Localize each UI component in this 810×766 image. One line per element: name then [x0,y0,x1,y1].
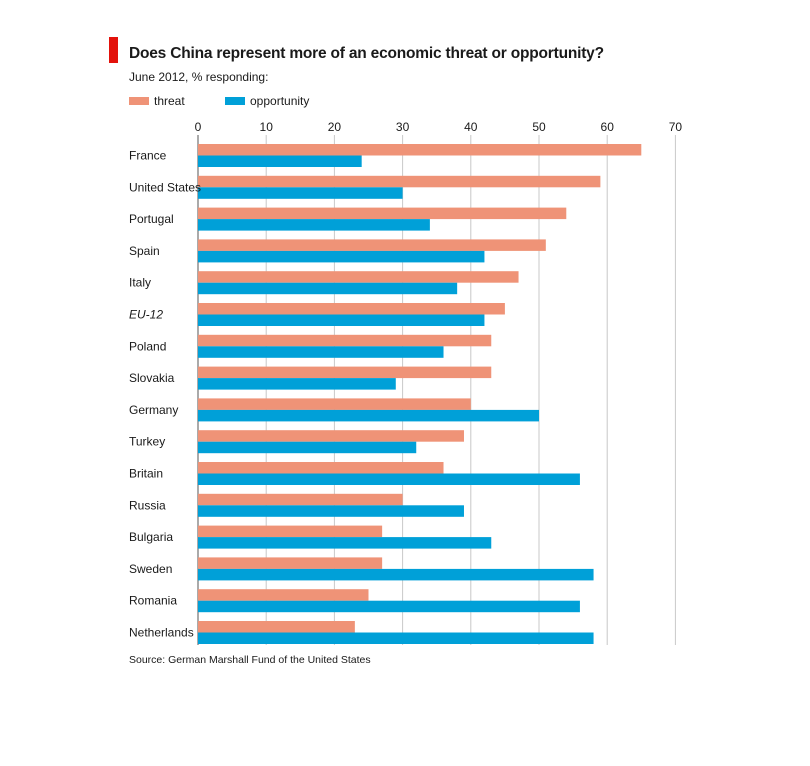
bar-threat [198,462,444,474]
bar-threat [198,589,369,601]
bar-opportunity [198,250,485,263]
bar-threat [198,334,492,347]
legend-item-threat: threat [129,94,185,108]
category-label: EU-12 [129,308,163,322]
x-tick-label: 50 [532,120,546,134]
x-tick-label: 30 [396,120,410,134]
bar-opportunity [198,441,417,454]
x-tick-label: 10 [260,120,274,134]
category-label: Britain [129,467,163,481]
bar-opportunity [198,346,444,358]
bar-opportunity [198,282,458,295]
bar-opportunity [198,378,396,390]
bar-threat [198,557,383,569]
legend-swatch-opportunity [225,97,245,105]
category-label: United States [129,180,201,194]
x-tick-label: 70 [669,120,683,134]
x-axis-ticks: 0 10 20 30 40 50 60 70 [195,120,683,134]
bar-threat [198,366,492,379]
category-label: Romania [129,594,177,608]
legend-swatch-threat [129,97,149,105]
bar-opportunity [198,314,485,326]
category-label: Slovakia [129,371,175,385]
category-labels: France United States Portugal Spain Italy EU-… [129,149,201,640]
bar-threat [198,144,642,156]
bar-opportunity [198,409,539,422]
source-note: Source: German Marshall Fund of the Unit… [129,654,371,666]
bar-threat [198,621,355,633]
bar-opportunity [198,568,594,581]
category-label: Turkey [129,435,165,449]
bar-threat [198,207,567,220]
bar-threat [198,303,505,315]
bar-threat [198,398,471,410]
x-tick-label: 20 [328,120,342,134]
legend-item-opportunity: opportunity [225,94,309,108]
bar-opportunity [198,219,430,231]
category-label: Italy [129,276,151,290]
x-tick-label: 40 [464,120,478,134]
x-tick-label: 60 [601,120,615,134]
bar-opportunity [198,187,403,199]
bar-opportunity [198,600,580,613]
category-label: Portugal [129,212,174,226]
bar-opportunity [198,537,492,549]
category-label: Germany [129,403,178,417]
bar-threat [198,525,383,538]
bar-threat [198,175,601,188]
bar-opportunity [198,473,580,485]
bar-opportunity [198,155,362,167]
accent-bar [109,37,118,63]
legend-label-threat: threat [154,94,185,108]
category-label: Sweden [129,562,172,576]
bar-threat [198,271,519,283]
x-tick-label: 0 [195,120,202,134]
bar-opportunity [198,505,464,517]
category-label: France [129,149,167,163]
legend-label-opportunity: opportunity [250,94,310,108]
chart-subtitle: June 2012, % responding: [129,70,269,84]
bar-threat [198,239,546,251]
bar-threat [198,493,403,506]
bar-threat [198,430,464,442]
bars [198,144,642,644]
category-label: Spain [129,244,160,258]
chart-title: Does China represent more of an economic… [129,45,604,62]
category-label: Poland [129,339,166,353]
category-label: Russia [129,498,166,512]
bar-opportunity [198,632,594,644]
category-label: Netherlands [129,626,194,640]
category-label: Bulgaria [129,530,173,544]
